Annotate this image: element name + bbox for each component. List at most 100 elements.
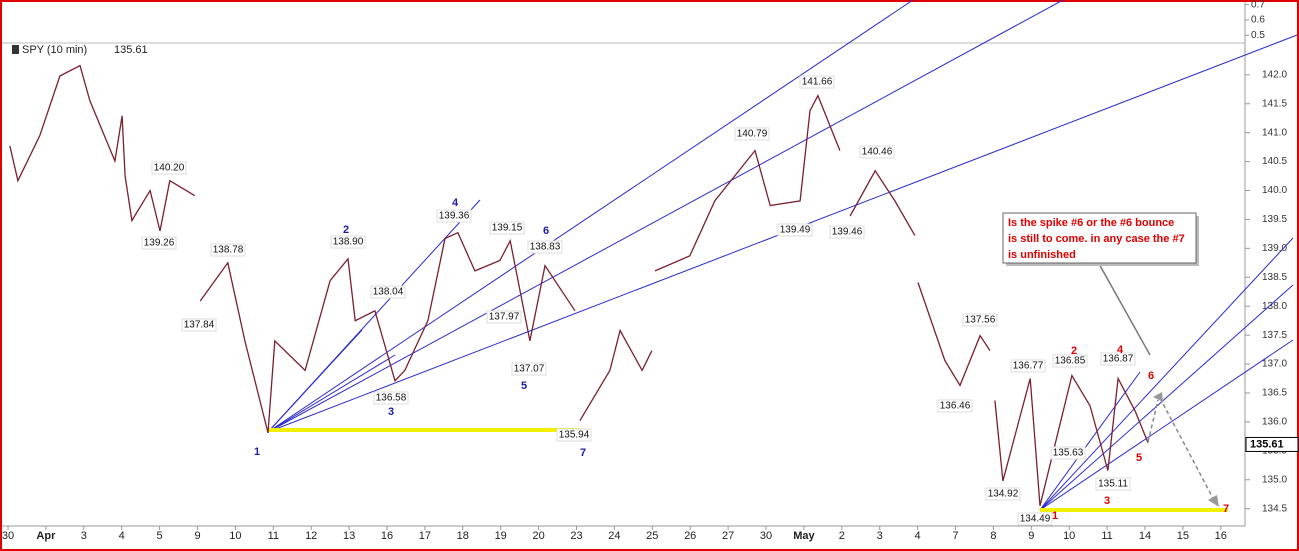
y-tick-label: 139.0 — [1262, 243, 1287, 254]
price-label-box — [370, 285, 406, 299]
fan-line — [1039, 339, 1294, 511]
fan-line — [267, 0, 914, 433]
wave-label: 6 — [1148, 370, 1154, 382]
y-tick-label: 142.0 — [1262, 69, 1287, 80]
callout-text: is unfinished — [1008, 249, 1076, 261]
price-label-box — [373, 391, 409, 405]
wave-label: 1 — [254, 446, 260, 458]
price-label: 137.97 — [489, 312, 520, 323]
x-tick-label: 8 — [990, 530, 996, 542]
price-label: 137.56 — [965, 315, 996, 326]
price-label: 139.15 — [492, 223, 523, 234]
price-label: 136.46 — [940, 401, 971, 412]
x-tick-label: 10 — [1063, 530, 1075, 542]
price-label: 140.20 — [154, 163, 185, 174]
price-label-box — [556, 428, 592, 442]
x-tick-label: 4 — [915, 530, 921, 542]
price-label-box — [1010, 359, 1046, 373]
x-tick-label: 14 — [1139, 530, 1151, 542]
wave-label: 1 — [1052, 510, 1058, 522]
y-tick-label: 137.0 — [1262, 359, 1287, 370]
price-label-box — [1050, 446, 1086, 460]
wave-label: 7 — [1223, 503, 1229, 515]
x-tick-label: 30 — [760, 530, 772, 542]
price-label-box — [962, 313, 998, 327]
price-label: 136.85 — [1055, 356, 1086, 367]
fan-line — [1039, 284, 1294, 511]
price-label-box — [511, 362, 547, 376]
price-label-box — [1095, 477, 1131, 491]
wave-label: 2 — [343, 224, 349, 236]
x-tick-label: 9 — [194, 530, 200, 542]
y-tick-label: 138.0 — [1262, 301, 1287, 312]
fan-line — [267, 329, 363, 433]
x-tick-label: 16 — [381, 530, 393, 542]
wave-label: 5 — [521, 380, 527, 392]
y-tick-label: 140.5 — [1262, 156, 1287, 167]
price-label: 139.36 — [439, 211, 470, 222]
x-tick-label: 12 — [305, 530, 317, 542]
legend-icon — [12, 45, 19, 54]
projection — [1159, 397, 1216, 503]
x-tick-label: 19 — [495, 530, 507, 542]
price-label-box — [1052, 354, 1088, 368]
fan-line — [267, 354, 396, 433]
price-label: 134.49 — [1020, 514, 1051, 525]
x-tick-label: 3 — [81, 530, 87, 542]
price-label: 135.94 — [559, 430, 590, 441]
wave-label: 6 — [543, 225, 549, 237]
x-tick-label: 20 — [532, 530, 544, 542]
arrow-head — [1153, 392, 1163, 402]
price-label-box — [486, 310, 522, 324]
fan-line — [1039, 371, 1141, 511]
x-tick-label: 25 — [646, 530, 658, 542]
wave-label: 5 — [1136, 452, 1142, 464]
price-label-box — [330, 235, 366, 249]
price-label: 139.49 — [780, 225, 811, 236]
price-label-box — [141, 236, 177, 250]
wave-label: 4 — [452, 197, 459, 209]
x-tick-label: 10 — [229, 530, 241, 542]
wave-label: 7 — [580, 447, 586, 459]
series-name: SPY (10 min) — [22, 44, 87, 56]
price-label-box — [181, 318, 217, 332]
callout-box — [1002, 212, 1197, 264]
price-label: 136.77 — [1013, 361, 1044, 372]
y-tick-label: 140.0 — [1262, 185, 1287, 196]
price-label-box — [489, 221, 525, 235]
projection — [1147, 399, 1159, 443]
price-label: 140.46 — [862, 147, 893, 158]
price-label-box — [734, 127, 770, 141]
y-tick-label: 135.0 — [1262, 474, 1287, 485]
last-price-tag: 135.61 — [1250, 438, 1284, 450]
price-label: 135.11 — [1098, 479, 1128, 490]
price-label-box — [799, 75, 835, 89]
y-tick-label: 134.5 — [1262, 503, 1287, 514]
price-label: 135.63 — [1053, 448, 1084, 459]
price-label-box — [151, 161, 187, 175]
x-tick-label: 23 — [570, 530, 582, 542]
y-tick-label: 139.5 — [1262, 214, 1287, 225]
x-tick-label: Apr — [36, 530, 56, 542]
x-tick-label: 11 — [1101, 530, 1112, 542]
price-line — [9, 64, 1149, 506]
x-tick-label: 17 — [419, 530, 431, 542]
price-label: 137.07 — [514, 364, 545, 375]
y-tick-label: 141.5 — [1262, 98, 1287, 109]
price-label: 138.83 — [530, 242, 561, 253]
callout-pointer — [1097, 261, 1151, 356]
price-label: 139.26 — [144, 238, 175, 249]
x-tick-label: 15 — [1177, 530, 1189, 542]
indicator-tick-label: 0.7 — [1251, 0, 1265, 10]
wave-label: 2 — [1071, 345, 1077, 357]
x-tick-label: 2 — [839, 530, 845, 542]
price-label-box — [859, 145, 895, 159]
price-label-box — [436, 209, 472, 223]
price-label-box — [829, 225, 865, 239]
wave-label: 3 — [388, 406, 394, 418]
x-tick-label: 18 — [457, 530, 469, 542]
price-label-box — [1017, 512, 1053, 526]
price-label: 139.46 — [832, 227, 863, 238]
